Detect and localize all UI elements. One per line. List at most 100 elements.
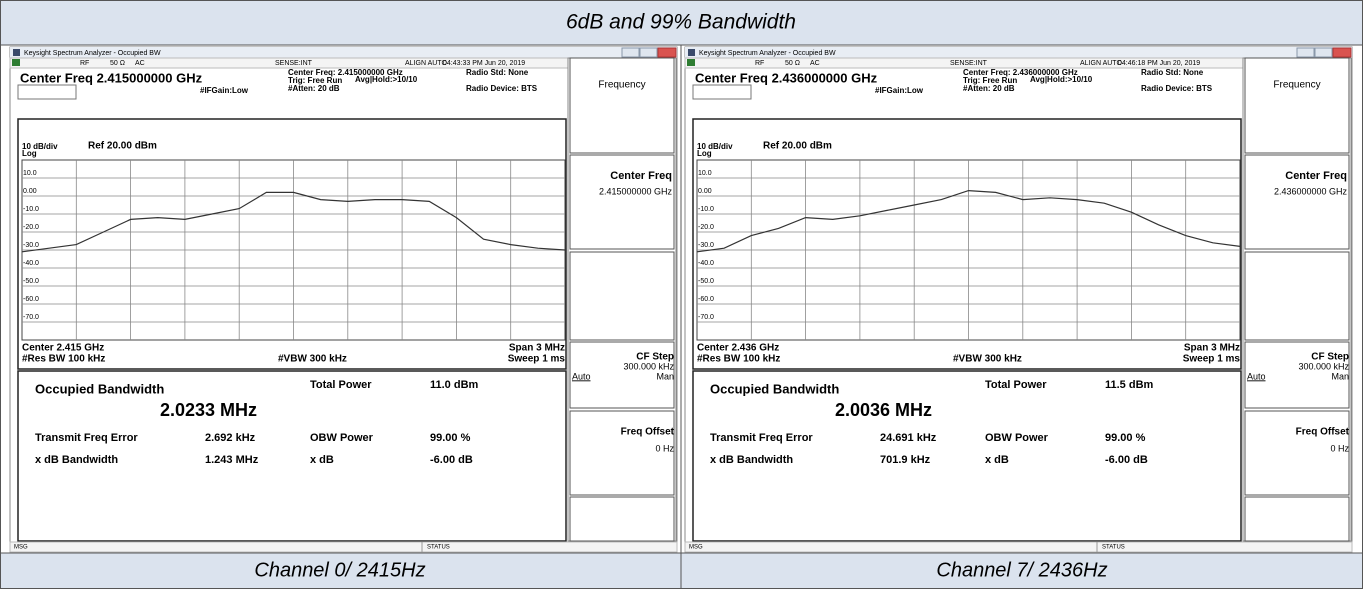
- softkey[interactable]: [1244, 251, 1350, 341]
- result-cell: Transmit Freq Error: [710, 432, 813, 444]
- softkey-menu: Frequency: [1273, 80, 1320, 91]
- window-title: Keysight Spectrum Analyzer - Occupied BW: [24, 50, 161, 57]
- graph-frame: [17, 118, 567, 370]
- status-item: 04:46:18 PM Jun 20, 2019: [1118, 60, 1200, 67]
- setting-text: Radio Std: None: [466, 68, 529, 77]
- rbw-label: #Res BW 100 kHz: [697, 354, 780, 365]
- total-power-label: Total Power: [985, 379, 1047, 391]
- softkey-value: 2.415000000 GHz: [599, 186, 673, 196]
- log-label: Log: [22, 149, 37, 158]
- softkey[interactable]: [569, 341, 675, 409]
- close-button: [657, 47, 677, 58]
- result-cell: 2.692 kHz: [205, 432, 256, 444]
- result-cell: x dB: [985, 454, 1009, 466]
- result-cell: 99.00 %: [430, 432, 471, 444]
- softkey-option: Auto: [572, 371, 591, 381]
- status-item: SENSE:INT: [275, 60, 313, 67]
- center-label: Center 2.415 GHz: [22, 343, 104, 354]
- span-label: Span 3 MHz: [509, 343, 565, 354]
- window-button: [639, 47, 658, 58]
- setting-text: Center Freq: 2.415000000 GHz: [288, 68, 403, 77]
- y-tick-label: -60.0: [698, 296, 714, 303]
- y-tick-label: -60.0: [23, 296, 39, 303]
- status-item: ALIGN AUTO: [1080, 60, 1122, 67]
- span-label: Span 3 MHz: [1184, 343, 1240, 354]
- center-freq-heading: Center Freq 2.436000000 GHz: [695, 70, 878, 85]
- app-icon: [13, 49, 20, 56]
- y-tick-label: -40.0: [23, 260, 39, 267]
- y-tick-label: -30.0: [698, 242, 714, 249]
- msg-label: MSG: [14, 545, 28, 551]
- setting-text: #IFGain:Low: [875, 86, 924, 95]
- status-label: STATUS: [1102, 545, 1125, 551]
- softkey[interactable]: [569, 154, 675, 250]
- y-tick-label: -50.0: [698, 278, 714, 285]
- softkey[interactable]: [1244, 57, 1350, 154]
- softkey-label: Center Freq: [610, 170, 672, 182]
- scale-label: 10 dB/div: [697, 142, 733, 151]
- graph-frame: [692, 118, 1242, 370]
- analyzer-screenshot: Keysight Spectrum Analyzer - Occupied BW…: [684, 46, 1353, 553]
- message-bar: [9, 541, 678, 553]
- close-button: [1332, 47, 1352, 58]
- softkey[interactable]: [569, 251, 675, 341]
- center-label: Center 2.436 GHz: [697, 343, 779, 354]
- setting-text: Avg|Hold:>10/10: [355, 75, 418, 84]
- y-tick-label: 0.00: [23, 188, 37, 195]
- setting-text: Radio Device: BTS: [466, 84, 538, 93]
- msg-label: MSG: [689, 545, 703, 551]
- y-tick-label: 0.00: [698, 188, 712, 195]
- status-item: 50 Ω: [785, 60, 800, 67]
- result-cell: -6.00 dB: [430, 454, 473, 466]
- status-item: AC: [135, 60, 145, 67]
- result-cell: 701.9 kHz: [880, 454, 931, 466]
- obw-value: 2.0233 MHz: [160, 400, 257, 420]
- vbw-label: #VBW 300 kHz: [953, 354, 1022, 365]
- result-cell: 99.00 %: [1105, 432, 1146, 444]
- title-bar: [10, 47, 677, 58]
- rbw-label: #Res BW 100 kHz: [22, 354, 105, 365]
- softkey-label: CF Step: [1311, 352, 1349, 363]
- window-button: [1296, 47, 1315, 58]
- softkey[interactable]: [569, 496, 675, 542]
- setting-text: Radio Std: None: [1141, 68, 1204, 77]
- lxi-icon: [687, 59, 695, 66]
- softkey[interactable]: [1244, 496, 1350, 542]
- softkey-option: Man: [656, 371, 674, 381]
- result-cell: x dB Bandwidth: [710, 454, 793, 466]
- softkey-label: Center Freq: [1285, 170, 1347, 182]
- y-tick-label: -30.0: [23, 242, 39, 249]
- report-title: 6dB and 99% Bandwidth: [566, 11, 796, 34]
- status-item: RF: [80, 60, 89, 67]
- softkey-option: Man: [1331, 371, 1349, 381]
- softkey[interactable]: [1244, 341, 1350, 409]
- scale-label: 10 dB/div: [22, 142, 58, 151]
- caption: Channel 0/ 2415Hz: [254, 559, 425, 581]
- window-button: [1314, 47, 1333, 58]
- softkey-value: 300.000 kHz: [1298, 361, 1349, 371]
- sweep-label: Sweep 1 ms: [508, 354, 566, 365]
- softkey-label: Freq Offset: [1296, 427, 1350, 438]
- softkey[interactable]: [1244, 154, 1350, 250]
- softkey-value: 0 Hz: [655, 443, 674, 453]
- total-power-value: 11.5 dBm: [1105, 379, 1154, 391]
- softkey-label: Freq Offset: [621, 427, 675, 438]
- softkey[interactable]: [569, 410, 675, 496]
- status-item: 50 Ω: [110, 60, 125, 67]
- input-box: [692, 84, 752, 100]
- result-cell: 24.691 kHz: [880, 432, 937, 444]
- result-cell: x dB Bandwidth: [35, 454, 118, 466]
- status-item: AC: [810, 60, 820, 67]
- setting-text: Trig: Free Run: [288, 76, 342, 85]
- setting-text: Trig: Free Run: [963, 76, 1017, 85]
- setting-text: #IFGain:Low: [200, 86, 249, 95]
- input-box: [17, 84, 77, 100]
- sweep-label: Sweep 1 ms: [1183, 354, 1241, 365]
- y-tick-label: 10.0: [23, 170, 37, 177]
- softkey[interactable]: [1244, 410, 1350, 496]
- setting-text: Radio Device: BTS: [1141, 84, 1213, 93]
- header-row: [1, 1, 1362, 45]
- result-cell: 1.243 MHz: [205, 454, 259, 466]
- softkey-value: 2.436000000 GHz: [1274, 186, 1348, 196]
- softkey[interactable]: [569, 57, 675, 154]
